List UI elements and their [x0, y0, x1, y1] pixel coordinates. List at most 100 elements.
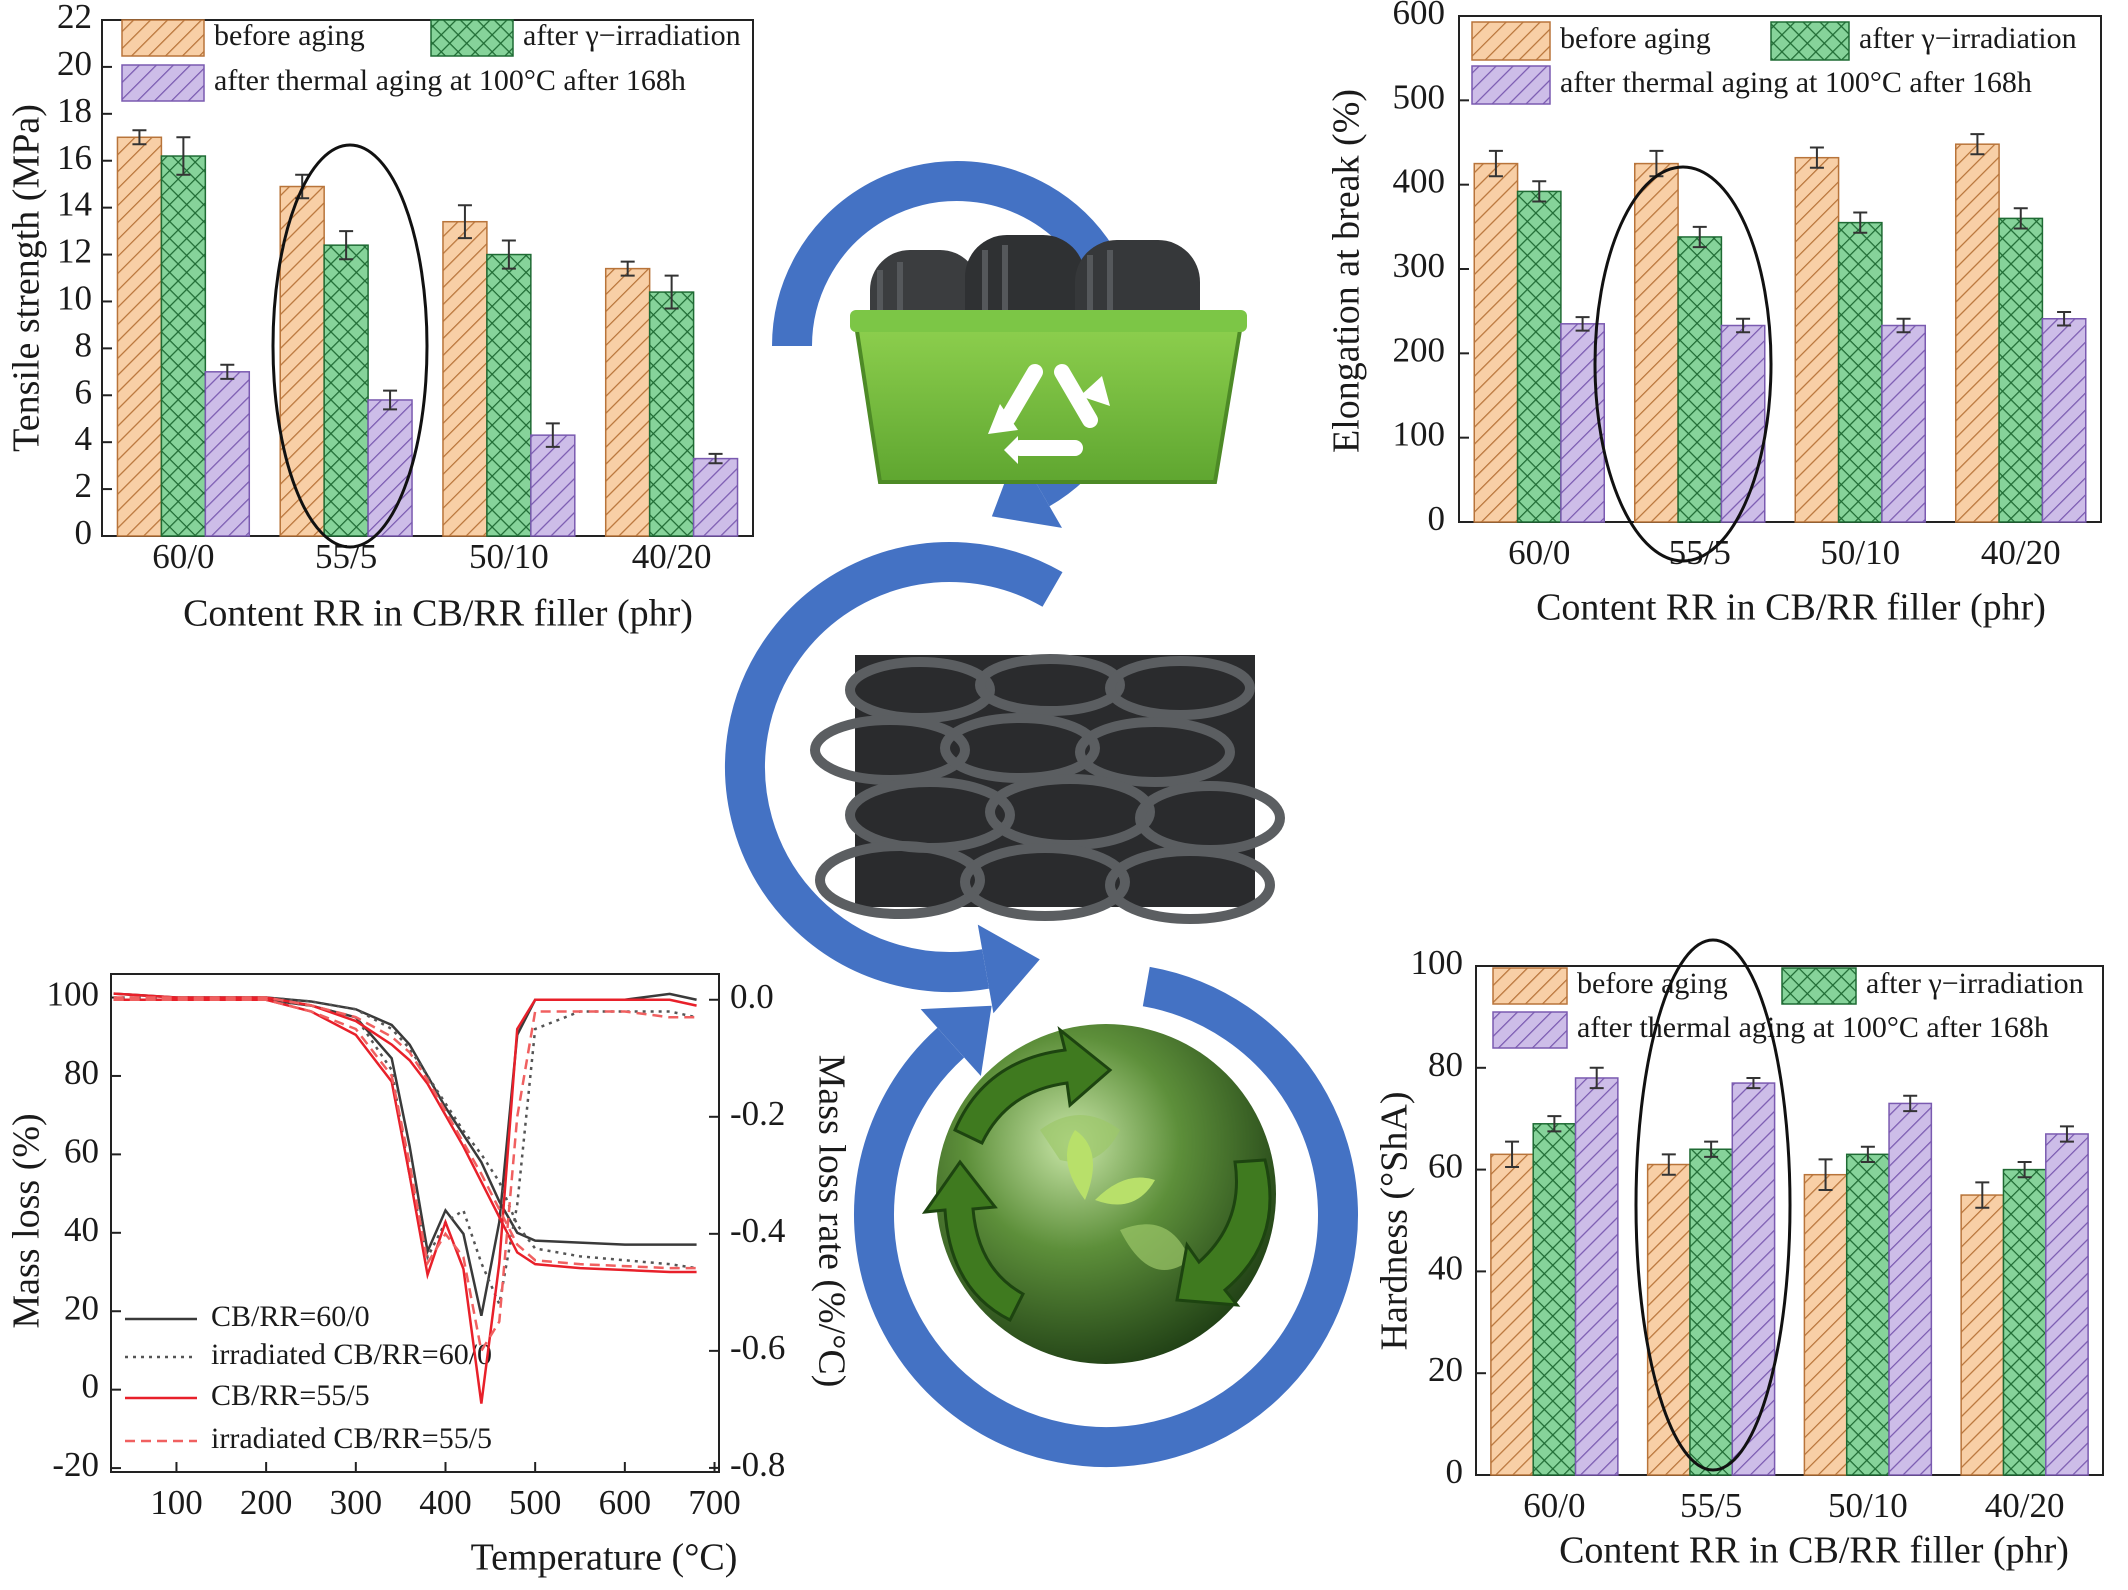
mass-loss-line [113, 992, 697, 1274]
x-axis-label: Content RR in CB/RR filler (phr) [1536, 587, 2046, 629]
recycle-heads [988, 376, 1110, 464]
bar [1960, 1194, 2005, 1476]
x-tick-label: 200 [240, 1483, 293, 1522]
x-tick-label: 700 [688, 1483, 741, 1522]
tire-rows [810, 654, 1285, 924]
y-tick-label: 8 [75, 325, 93, 364]
x-tick-label: 500 [509, 1483, 562, 1522]
legend-swatch [121, 19, 205, 57]
bar [160, 155, 207, 537]
error-bar [1903, 1094, 1918, 1113]
cycle-arc [854, 966, 1358, 1467]
legend-swatch [1492, 1011, 1568, 1049]
y-tick-label: 0 [1446, 1452, 1464, 1491]
y-tick-label: 16 [57, 138, 92, 177]
error-bar [132, 129, 147, 146]
bar [1881, 324, 1927, 523]
error-bar [383, 389, 398, 411]
bar [2045, 1133, 2089, 1476]
plot-frame [1475, 965, 2104, 1476]
legend-label: CB/RR=55/5 [211, 1379, 370, 1412]
x-tick-label: 50/10 [1828, 1486, 1908, 1525]
green-arrows [921, 1026, 1272, 1323]
y-tick-label: 4 [75, 419, 93, 458]
error-bar [220, 363, 235, 380]
y-tick-label: 300 [1393, 246, 1446, 285]
plot-frame [110, 973, 720, 1473]
cycle-arrowhead [977, 924, 1040, 1014]
error-bar [545, 422, 560, 448]
x-axis-label: Content RR in CB/RR filler (phr) [1559, 1530, 2069, 1572]
error-bar [2059, 1125, 2074, 1143]
legend-label: before aging [1560, 22, 1711, 55]
error-bar [1547, 1115, 1562, 1133]
y-tick-label: 22 [57, 0, 92, 36]
bar [1516, 190, 1562, 523]
cycle-arc [725, 542, 1063, 992]
bar [1845, 1153, 1890, 1476]
recycle-symbol [1000, 364, 1098, 456]
bar [1633, 162, 1679, 523]
error-bar [2013, 207, 2028, 230]
x-tick-label: 40/20 [1985, 1486, 2065, 1525]
bar [1803, 1173, 1848, 1476]
error-bar [1736, 317, 1751, 334]
legend-label: irradiated CB/RR=60/0 [211, 1338, 492, 1371]
x-tick-label: 300 [330, 1483, 383, 1522]
bar [530, 434, 576, 537]
highlight-ellipse [271, 143, 429, 549]
x-tick-label: 40/20 [1981, 533, 2061, 572]
error-bar [1505, 1140, 1520, 1169]
bar [1574, 1077, 1619, 1476]
highlight-ellipse [1634, 938, 1792, 1472]
error-bar [1809, 146, 1824, 169]
bar [442, 220, 488, 537]
bin-rim [850, 310, 1247, 332]
error-bar [1575, 316, 1590, 332]
error-bar [1704, 1140, 1719, 1158]
y2-tick-label: -0.8 [730, 1445, 785, 1484]
y-tick-label: 600 [1393, 0, 1446, 32]
bar [1490, 1153, 1534, 1476]
y-axis-label: Elongation at break (%) [1326, 89, 1368, 453]
y2-tick-label: -0.6 [730, 1328, 785, 1367]
chart: 0 20 40 60 80 100 60/0 55/5 50/10 40/20 before agi… [1374, 938, 2104, 1572]
bar [1998, 217, 2044, 523]
x-tick-label: 40/20 [632, 537, 712, 576]
chart: 0 100 200 300 400 500 600 60/0 55/5 50/10 40/20 bef… [1326, 0, 2102, 629]
bar [1731, 1082, 1776, 1476]
y-tick-label: 40 [64, 1210, 99, 1249]
bar [1689, 1148, 1734, 1476]
y-tick-label: 80 [64, 1053, 99, 1092]
y-tick-label: 10 [57, 278, 92, 317]
bar [1677, 236, 1723, 523]
error-bar [664, 274, 679, 310]
error-bar [1532, 180, 1547, 203]
y-tick-label: 0 [1428, 499, 1446, 538]
x-axis-label: Content RR in CB/RR filler (phr) [183, 593, 693, 635]
error-bar [1661, 1153, 1676, 1176]
error-bar [1853, 211, 1868, 234]
bar [204, 371, 251, 537]
error-bar [457, 204, 472, 240]
bin-body [852, 316, 1245, 484]
bar [1473, 162, 1519, 523]
cycle-arrowhead [991, 449, 1062, 528]
y-tick-label: 14 [57, 185, 92, 224]
y-axis-label: Mass loss (%) [6, 1113, 48, 1328]
y-tick-label: 20 [64, 1288, 99, 1327]
y2-axis-label: Mass loss rate (%/°C) [810, 1055, 852, 1388]
error-bar [620, 260, 635, 277]
legend-swatch [121, 64, 205, 102]
legend-label: before aging [214, 19, 365, 52]
y-tick-label: 100 [1393, 415, 1446, 454]
x-tick-label: 600 [599, 1483, 652, 1522]
plot-frame [101, 19, 754, 537]
legend-swatch [1781, 967, 1857, 1005]
y-tick-label: 12 [57, 232, 92, 271]
tire-photo [810, 654, 1285, 924]
chart: 100 200 300 400 500 600 700 -20 0 20 40 60 80 100 0.0 -… [6, 973, 852, 1579]
bar [1837, 221, 1883, 523]
